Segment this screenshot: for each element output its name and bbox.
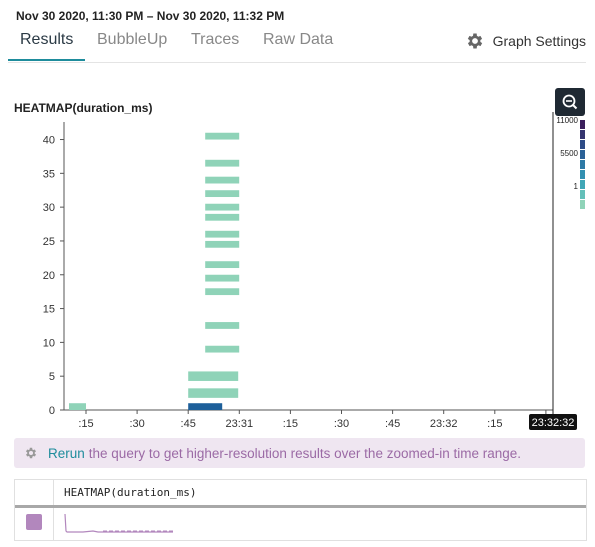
legend-swatch <box>580 200 585 209</box>
x-tick-label: 23:32 <box>430 418 458 430</box>
cursor-time-label: 23:32:32 <box>532 417 575 429</box>
legend-swatch <box>580 150 585 159</box>
legend-swatch <box>580 190 585 199</box>
x-tick-label: :15 <box>78 418 93 430</box>
header-divider <box>15 505 586 508</box>
legend-label: 5500 <box>560 149 578 158</box>
heatmap-cell <box>69 403 86 411</box>
row-color-swatch[interactable] <box>26 514 42 530</box>
legend-label: 1 <box>574 182 579 191</box>
row-sparkline <box>64 513 173 533</box>
y-tick-label: 10 <box>43 337 55 349</box>
time-range-separator: – <box>146 9 154 23</box>
heatmap-chart[interactable]: 0 5 10 15 20 25 30 35 40 :15 :30 :45 23:31 :15 :30 :45… <box>0 112 595 434</box>
heatmap-cell <box>188 371 239 381</box>
heatmap-cell <box>205 322 240 329</box>
y-tick-label: 20 <box>43 270 55 282</box>
heatmap-cell <box>205 240 240 248</box>
tab-raw-data[interactable]: Raw Data <box>263 31 334 48</box>
legend-label: 11000 <box>556 116 578 125</box>
y-axis: 0 5 10 15 20 25 30 35 40 <box>43 122 65 417</box>
heatmap-cells <box>69 132 240 411</box>
legend-swatch <box>580 120 585 129</box>
heatmap-cell <box>205 261 240 269</box>
y-tick-label: 40 <box>43 135 55 147</box>
heatmap-cell <box>205 288 240 296</box>
legend-swatch <box>580 170 585 179</box>
heatmap-cell <box>205 132 240 140</box>
heatmap-cell <box>205 274 240 282</box>
tab-bar: Results BubbleUp Traces Raw Data Graph S… <box>8 28 586 63</box>
heatmap-cell <box>205 159 240 167</box>
y-tick-label: 5 <box>49 371 55 383</box>
column-header[interactable]: HEATMAP(duration_ms) <box>53 480 586 505</box>
y-tick-label: 0 <box>49 405 55 417</box>
x-tick-label: :15 <box>283 418 298 430</box>
gear-icon <box>467 33 482 49</box>
heatmap-cell <box>188 388 239 398</box>
heatmap-cell <box>188 403 223 411</box>
heatmap-cell <box>205 345 240 353</box>
rerun-link[interactable]: Rerun <box>48 445 85 461</box>
x-tick-label: 23:31 <box>226 418 254 430</box>
legend-swatch <box>580 160 585 169</box>
row-divider <box>53 508 54 540</box>
legend-swatch <box>580 130 585 139</box>
y-tick-label: 35 <box>43 168 55 180</box>
x-tick-label: :15 <box>487 418 502 430</box>
heatmap-cell <box>205 230 240 238</box>
graph-settings-button[interactable]: Graph Settings <box>465 31 586 51</box>
y-tick-label: 30 <box>43 202 55 214</box>
legend-swatch <box>580 140 585 149</box>
chart-title: HEATMAP(duration_ms) <box>14 101 153 115</box>
y-tick-label: 25 <box>43 236 55 248</box>
time-range-end: Nov 30 2020, 11:32 PM <box>156 9 285 23</box>
x-tick-label: :45 <box>181 418 196 430</box>
cursor-time-badge <box>529 414 577 430</box>
active-tab-indicator <box>8 59 85 61</box>
heatmap-cell <box>205 203 240 211</box>
x-tick-label: :45 <box>385 418 400 430</box>
zoom-out-icon <box>562 94 578 110</box>
x-tick-label: :30 <box>129 418 144 430</box>
tab-bubbleup[interactable]: BubbleUp <box>97 31 168 48</box>
gear-icon <box>25 447 37 459</box>
time-cursor: 23:32:32 <box>529 414 577 430</box>
tab-traces[interactable]: Traces <box>191 31 240 48</box>
heatmap-cell <box>205 176 240 184</box>
time-range-start: Nov 30 2020, 11:30 PM <box>16 9 144 23</box>
color-legend: 11000 5500 1 <box>556 116 585 209</box>
tab-results[interactable]: Results <box>20 31 74 48</box>
x-axis: :15 :30 :45 23:31 :15 :30 :45 23:32 :15 <box>64 112 554 430</box>
time-range[interactable]: Nov 30 2020, 11:30 PM – Nov 30 2020, 11:… <box>16 9 284 23</box>
heatmap-cell <box>205 213 240 221</box>
x-tick-label: :30 <box>334 418 349 430</box>
y-tick-label: 15 <box>43 304 55 316</box>
results-table: HEATMAP(duration_ms) <box>14 479 587 541</box>
graph-settings-label: Graph Settings <box>492 33 586 49</box>
legend-swatch <box>580 180 585 189</box>
heatmap-cell <box>205 190 240 198</box>
rerun-banner: Rerun the query to get higher-resolution… <box>14 438 585 468</box>
rerun-banner-text: the query to get higher-resolution resul… <box>88 445 522 461</box>
zoom-out-button[interactable] <box>555 88 585 116</box>
